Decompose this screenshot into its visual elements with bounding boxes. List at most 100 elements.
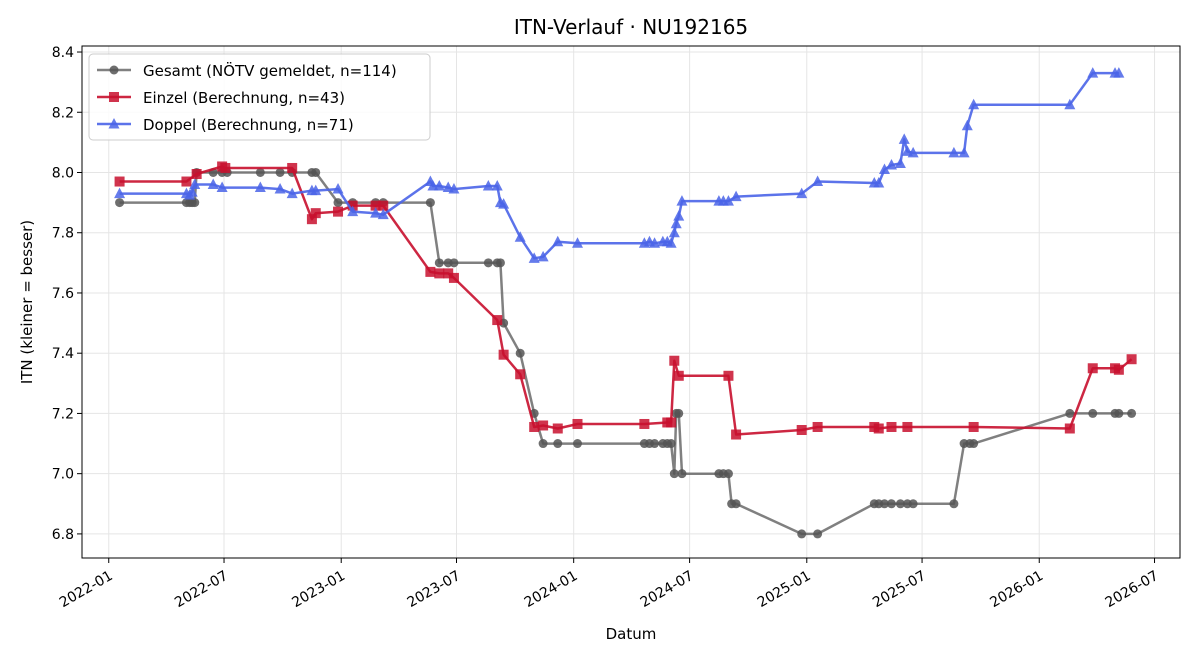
legend-box [88, 53, 431, 141]
data-point-doppel [1087, 67, 1099, 78]
data-point-gesamt [434, 258, 444, 268]
data-point-gesamt [495, 258, 505, 268]
y-tick-label: 7.0 [52, 467, 74, 483]
data-point-doppel [498, 198, 510, 209]
data-point-doppel [898, 133, 910, 144]
data-point-einzel [669, 355, 680, 366]
data-point-einzel [902, 421, 913, 432]
y-tick-label: 7.6 [52, 286, 74, 302]
data-point-gesamt [1088, 408, 1098, 418]
plot-frame [81, 45, 1181, 559]
y-tick-label: 8.0 [52, 165, 74, 181]
y-tick-label: 7.8 [52, 226, 74, 242]
data-point-einzel [191, 169, 202, 179]
data-point-gesamt [1065, 408, 1075, 418]
legend: Gesamt (NÖTV gemeldet, n=114) Einzel (Be… [88, 53, 431, 141]
data-point-gesamt [895, 499, 905, 509]
data-point-einzel [673, 370, 684, 381]
data-point-doppel [370, 207, 382, 218]
data-point-doppel [968, 98, 980, 110]
data-point-gesamt [674, 408, 684, 418]
data-point-einzel [448, 272, 459, 283]
data-point-einzel [378, 200, 389, 211]
data-point-gesamt [969, 439, 979, 449]
data-point-einzel [370, 200, 381, 211]
data-point-doppel [448, 183, 460, 194]
data-point-doppel [114, 187, 126, 199]
data-point-doppel [186, 186, 198, 197]
data-point-einzel [1113, 364, 1124, 375]
y-tick-label: 8.4 [52, 45, 74, 61]
series-gesamt [115, 167, 1137, 539]
data-point-einzel [1064, 423, 1075, 434]
data-point-gesamt [908, 499, 918, 509]
data-point-doppel [894, 157, 906, 168]
data-point-einzel [220, 162, 231, 173]
data-point-doppel [812, 175, 824, 187]
data-point-gesamt [333, 198, 343, 208]
data-point-einzel [492, 315, 503, 326]
data-point-einzel [666, 417, 677, 428]
data-point-einzel [287, 162, 298, 173]
data-point-einzel [498, 349, 509, 360]
data-point-gesamt [813, 529, 823, 539]
data-point-einzel [1126, 354, 1137, 365]
chart-title: ITN-Verlauf · NU192165 [514, 15, 748, 39]
data-point-gesamt [515, 348, 525, 358]
data-point-doppel [878, 163, 890, 174]
data-point-doppel [207, 178, 219, 190]
data-point-doppel [1113, 67, 1125, 78]
data-point-doppel [482, 180, 494, 191]
y-tick-label: 6.8 [52, 527, 74, 543]
data-point-einzel [731, 429, 742, 440]
data-point-doppel [958, 146, 970, 158]
data-point-gesamt [650, 439, 660, 449]
data-point-doppel [730, 190, 742, 202]
data-point-einzel [572, 418, 583, 429]
data-point-gesamt [669, 469, 679, 479]
y-tick-label: 7.4 [52, 346, 74, 362]
data-point-einzel [306, 214, 317, 225]
data-point-gesamt [879, 499, 889, 509]
data-point-gesamt [886, 499, 896, 509]
series-layer [114, 67, 1137, 539]
data-point-doppel [274, 183, 286, 194]
legend-label-einzel: Einzel (Berechnung, n=43) [143, 89, 345, 107]
data-point-gesamt [275, 167, 285, 177]
data-point-einzel [333, 206, 344, 217]
data-point-einzel [425, 266, 436, 277]
data-point-doppel [907, 146, 919, 158]
legend-label-gesamt: Gesamt (NÖTV gemeldet, n=114) [143, 61, 397, 80]
data-point-gesamt [1127, 408, 1137, 418]
data-point-gesamt [666, 439, 676, 449]
data-point-gesamt [538, 439, 548, 449]
data-point-gesamt [483, 258, 493, 268]
data-point-doppel [433, 180, 445, 191]
data-point-einzel [723, 370, 734, 381]
data-point-einzel [443, 268, 454, 279]
data-point-einzel [796, 425, 807, 435]
legend-marker-einzel [109, 92, 119, 102]
data-point-doppel [948, 146, 960, 158]
data-point-gesamt [677, 469, 687, 479]
data-point-doppel [670, 217, 682, 229]
data-point-doppel [676, 195, 688, 206]
data-point-doppel [665, 237, 677, 248]
data-point-einzel [552, 423, 563, 434]
data-point-doppel [377, 208, 389, 220]
data-point-doppel [668, 226, 680, 238]
data-point-doppel [673, 210, 685, 221]
data-point-einzel [968, 421, 979, 432]
data-point-doppel [189, 178, 201, 190]
y-tick-label: 7.2 [52, 406, 74, 422]
data-point-doppel [873, 177, 885, 188]
data-point-doppel [332, 183, 344, 194]
data-point-doppel [537, 250, 549, 262]
data-point-doppel [1064, 98, 1076, 110]
y-axis-label: ITN (kleiner = besser) [18, 220, 36, 384]
data-point-gesamt [190, 198, 200, 208]
data-point-gesamt [425, 198, 435, 208]
data-point-doppel [961, 119, 973, 131]
data-point-einzel [515, 369, 526, 380]
